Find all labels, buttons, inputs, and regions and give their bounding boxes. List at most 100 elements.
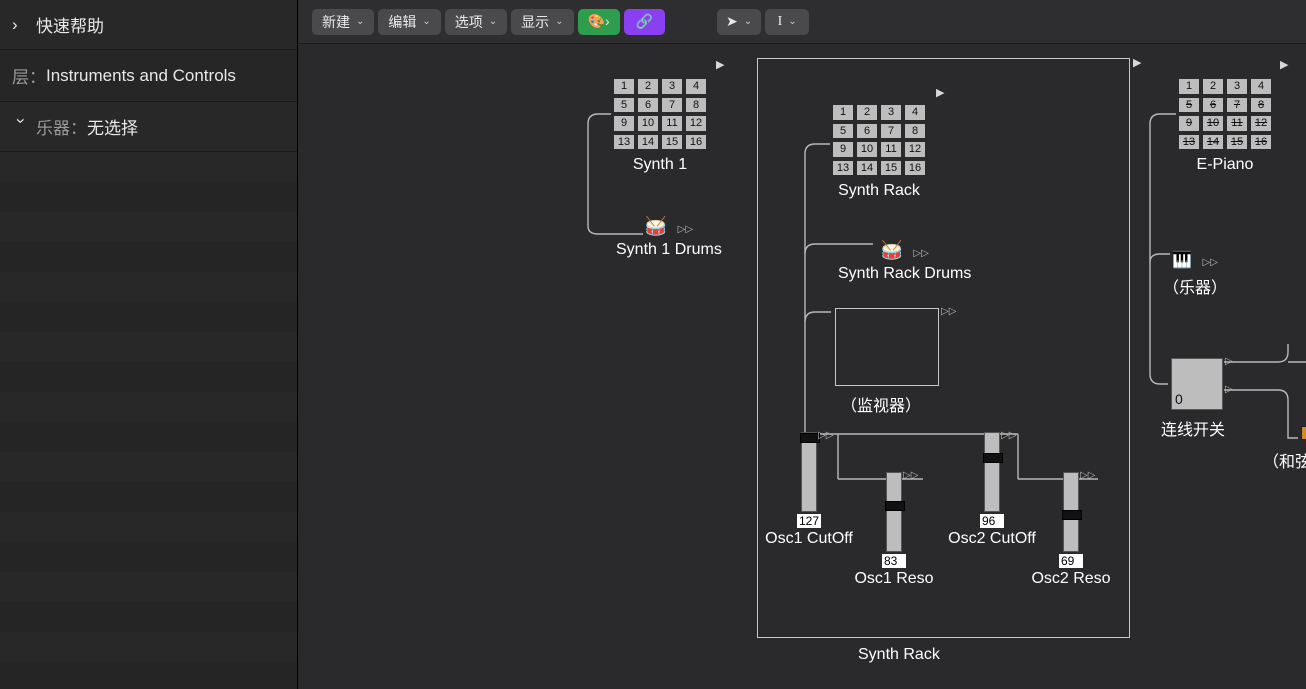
fader-value: 83	[882, 554, 906, 568]
instrument-row[interactable]: › 乐器： 无选择	[0, 102, 297, 152]
grid-cell[interactable]: 3	[661, 78, 683, 95]
grid-cell[interactable]: 16	[685, 134, 707, 151]
grid-cell[interactable]: 2	[637, 78, 659, 95]
fader-knob[interactable]	[1062, 510, 1082, 520]
fader-osc1-reso[interactable]: 83 Osc1 Reso	[883, 472, 905, 588]
text-cursor-icon: I	[778, 14, 783, 30]
node-instrument[interactable]: 🎹 ▷▷ （乐器）	[1163, 250, 1227, 298]
grid-cell[interactable]: 6	[637, 97, 659, 114]
grid-cell[interactable]: 12	[1250, 115, 1272, 132]
grid-cell[interactable]: 10	[637, 115, 659, 132]
palette-button[interactable]: 🎨›	[578, 9, 620, 35]
grid-cell[interactable]: 8	[1250, 97, 1272, 114]
keyboard-icon: 🎹	[1172, 252, 1192, 269]
new-button[interactable]: 新建⌄	[312, 9, 374, 35]
fader-track[interactable]	[801, 432, 817, 512]
grid-cell[interactable]: 7	[1226, 97, 1248, 114]
fader-osc2-reso[interactable]: 69 Osc2 Reso	[1060, 472, 1082, 588]
grid-cell[interactable]: 15	[661, 134, 683, 151]
grid-cell[interactable]: 6	[856, 123, 878, 140]
palette-icon: 🎨›	[588, 13, 610, 30]
grid-cell[interactable]: 13	[832, 160, 854, 177]
node-chord-memorizer[interactable]: ▷▷ （和弦存储器）	[1263, 426, 1306, 472]
chevron-right-icon: ›	[12, 15, 30, 35]
node-synth-rack[interactable]: 12345678910111213141516 Synth Rack	[830, 102, 928, 200]
fader-track[interactable]	[886, 472, 902, 552]
grid-cell[interactable]: 5	[1178, 97, 1200, 114]
node-label: （乐器）	[1163, 274, 1227, 298]
grid-cell[interactable]: 15	[880, 160, 902, 177]
grid-cell[interactable]: 11	[1226, 115, 1248, 132]
grid-cell[interactable]: 5	[832, 123, 854, 140]
play-icon	[1133, 54, 1141, 69]
grid-cell[interactable]: 10	[1202, 115, 1224, 132]
grid-cell[interactable]: 14	[1202, 134, 1224, 151]
fader-knob[interactable]	[885, 501, 905, 511]
fader-track[interactable]	[1063, 472, 1079, 552]
grid-cell[interactable]: 14	[637, 134, 659, 151]
grid-cell[interactable]: 1	[613, 78, 635, 95]
instrument-value: 无选择	[87, 114, 138, 139]
grid-cell[interactable]: 3	[880, 104, 902, 121]
environment-canvas[interactable]: Synth Rack 12345678910111213141516 Synth…	[298, 44, 1306, 689]
play-icon	[936, 84, 944, 99]
node-label-text: 连线开关	[1161, 416, 1225, 440]
node-cable-switch[interactable]	[1171, 358, 1223, 410]
grid-cell[interactable]: 13	[613, 134, 635, 151]
grid-cell[interactable]: 7	[661, 97, 683, 114]
grid-cell[interactable]: 2	[856, 104, 878, 121]
layer-row[interactable]: 层： Instruments and Controls	[0, 50, 297, 102]
grid-cell[interactable]: 9	[832, 141, 854, 158]
grid-cell[interactable]: 5	[613, 97, 635, 114]
new-label: 新建	[322, 12, 350, 32]
port-icon: ▷▷	[903, 470, 918, 481]
grid-cell[interactable]: 14	[856, 160, 878, 177]
node-synth-rack-drums[interactable]: 🥁 ▷▷ Synth Rack Drums	[838, 240, 971, 283]
grid-cell[interactable]: 11	[880, 141, 902, 158]
grid-cell[interactable]: 1	[832, 104, 854, 121]
grid-cell[interactable]: 15	[1226, 134, 1248, 151]
grid-cell[interactable]: 7	[880, 123, 902, 140]
fader-osc2-cutoff[interactable]: 96 Osc2 CutOff	[981, 432, 1003, 548]
node-monitor[interactable]	[835, 308, 939, 386]
text-tool[interactable]: I⌄	[765, 9, 809, 35]
fader-track[interactable]	[984, 432, 1000, 512]
grid-cell[interactable]: 1	[1178, 78, 1200, 95]
grid-cell[interactable]: 8	[685, 97, 707, 114]
grid-cell[interactable]: 10	[856, 141, 878, 158]
link-button[interactable]: 🔗	[624, 9, 665, 35]
grid-cell[interactable]: 16	[904, 160, 926, 177]
view-button[interactable]: 显示⌄	[511, 9, 573, 35]
options-button[interactable]: 选项⌄	[445, 9, 507, 35]
grid-cell[interactable]: 3	[1226, 78, 1248, 95]
grid-cell[interactable]: 4	[1250, 78, 1272, 95]
grid-cell[interactable]: 4	[685, 78, 707, 95]
grid-cell[interactable]: 8	[904, 123, 926, 140]
grid-cell[interactable]: 4	[904, 104, 926, 121]
node-synth1-drums[interactable]: 🥁 ▷▷ Synth 1 Drums	[616, 216, 722, 259]
grid-cell[interactable]: 12	[904, 141, 926, 158]
chevron-down-icon: ⌄	[489, 16, 497, 27]
fader-knob[interactable]	[983, 453, 1003, 463]
node-label: Synth 1 Drums	[616, 241, 722, 259]
fader-osc1-cutoff[interactable]: 127 Osc1 CutOff	[798, 432, 820, 548]
grid-cell[interactable]: 11	[661, 115, 683, 132]
link-icon: 🔗	[636, 13, 653, 30]
pointer-tool[interactable]: ➤⌄	[717, 9, 761, 35]
fader-label: Osc1 Reso	[854, 570, 933, 588]
grid-cell[interactable]: 9	[1178, 115, 1200, 132]
grid-cell[interactable]: 2	[1202, 78, 1224, 95]
node-synth1[interactable]: 12345678910111213141516 Synth 1	[611, 76, 709, 174]
edit-button[interactable]: 编辑⌄	[378, 9, 440, 35]
grid-cell[interactable]: 6	[1202, 97, 1224, 114]
fader-value: 69	[1059, 554, 1083, 568]
fader-knob[interactable]	[800, 433, 820, 443]
node-epiano[interactable]: 12345678910111213141516 E-Piano	[1176, 76, 1274, 174]
chevron-down-icon: ⌄	[555, 16, 563, 27]
grid-cell[interactable]: 9	[613, 115, 635, 132]
grid-cell[interactable]: 13	[1178, 134, 1200, 151]
grid-cell[interactable]: 16	[1250, 134, 1272, 151]
grid-cell[interactable]: 12	[685, 115, 707, 132]
quick-help-row[interactable]: › 快速帮助	[0, 0, 297, 50]
multi-grid: 12345678910111213141516	[1176, 76, 1274, 152]
